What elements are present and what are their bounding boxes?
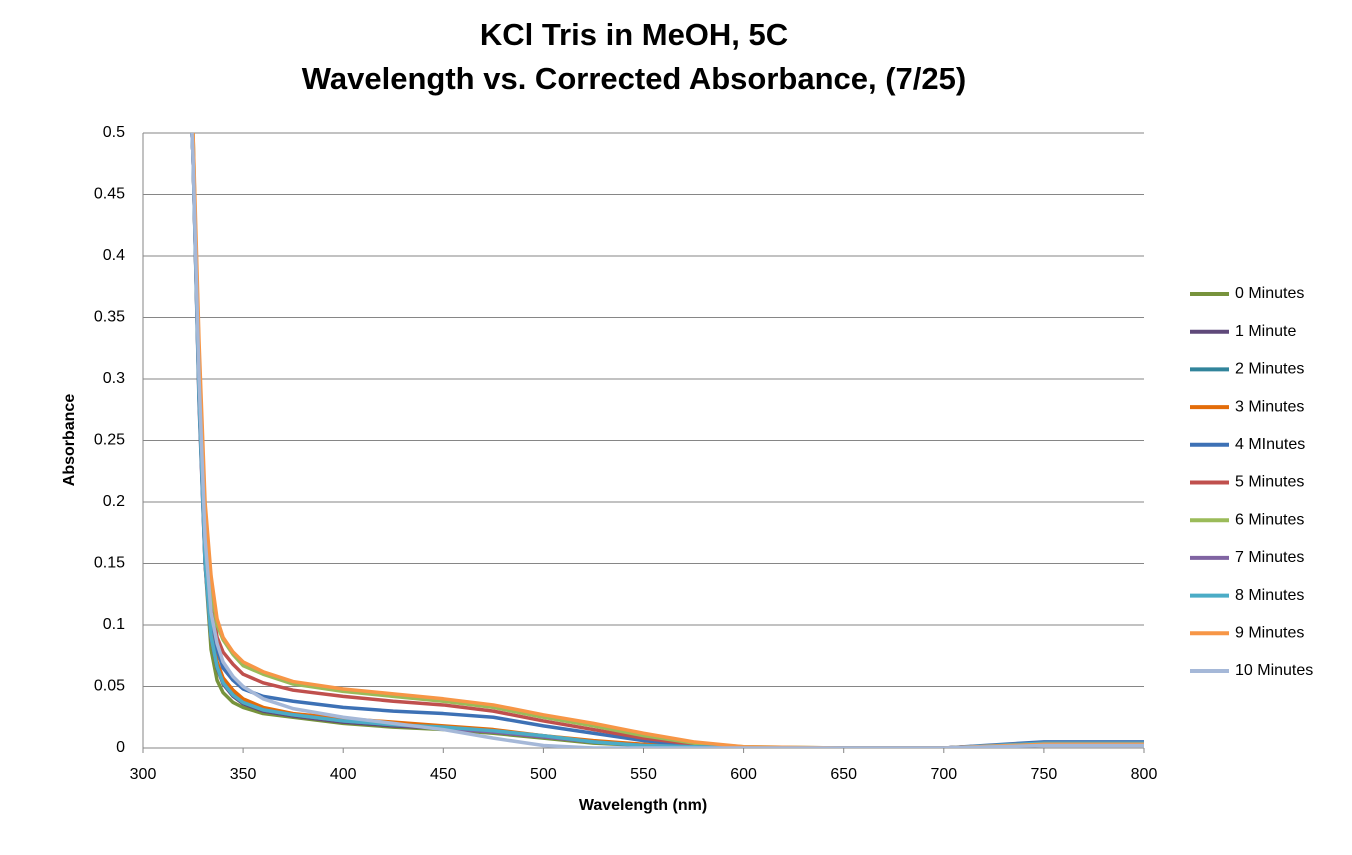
chart-title: KCl Tris in MeOH, 5C xyxy=(480,17,788,52)
grid: 0 0.05 0.1 0.15 0.2 0.25 0.3 0.35 0.4 0.45 0.5 300 3… xyxy=(94,124,1158,783)
x-tick-label: 550 xyxy=(630,766,657,783)
y-tick-label: 0.1 xyxy=(103,616,125,633)
data-line xyxy=(190,133,1144,748)
legend-label: 7 Minutes xyxy=(1235,549,1304,566)
legend-label: 4 MInutes xyxy=(1235,436,1305,453)
x-tick-label: 600 xyxy=(730,766,757,783)
y-tick-label: 0.3 xyxy=(103,370,125,387)
legend-label: 5 Minutes xyxy=(1235,474,1304,491)
chart-subtitle: Wavelength vs. Corrected Absorbance, (7/… xyxy=(302,61,966,96)
data-line xyxy=(190,133,1144,748)
legend-label: 3 Minutes xyxy=(1235,398,1304,415)
x-tick-label: 350 xyxy=(230,766,257,783)
legend-label: 2 Minutes xyxy=(1235,361,1304,378)
legend-label: 10 Minutes xyxy=(1235,662,1313,679)
y-tick-label: 0.25 xyxy=(94,432,125,449)
x-tick-label: 750 xyxy=(1031,766,1058,783)
x-axis-title: Wavelength (nm) xyxy=(579,797,707,814)
legend-label: 0 Minutes xyxy=(1235,285,1304,302)
y-tick-label: 0.5 xyxy=(103,124,125,141)
legend-label: 1 Minute xyxy=(1235,323,1296,340)
legend: 0 Minutes 1 Minute 2 Minutes 3 Minutes 4 MIn… xyxy=(1190,285,1313,679)
y-tick-label: 0.2 xyxy=(103,493,125,510)
x-tick-label: 400 xyxy=(330,766,357,783)
x-tick-label: 450 xyxy=(430,766,457,783)
legend-label: 9 Minutes xyxy=(1235,625,1304,642)
legend-label: 6 Minutes xyxy=(1235,511,1304,528)
x-tick-label: 300 xyxy=(130,766,157,783)
y-tick-label: 0.15 xyxy=(94,555,125,572)
y-axis-title: Absorbance xyxy=(61,394,78,487)
x-tick-label: 650 xyxy=(830,766,857,783)
y-tick-label: 0.05 xyxy=(94,678,125,695)
legend-label: 8 Minutes xyxy=(1235,587,1304,604)
y-tick-label: 0.35 xyxy=(94,309,125,326)
x-tick-label: 500 xyxy=(530,766,557,783)
x-tick-label: 700 xyxy=(930,766,957,783)
y-tick-label: 0 xyxy=(116,739,125,756)
x-tick-label: 800 xyxy=(1131,766,1158,783)
y-tick-label: 0.45 xyxy=(94,186,125,203)
y-tick-label: 0.4 xyxy=(103,247,125,264)
plot-area xyxy=(190,133,1144,748)
